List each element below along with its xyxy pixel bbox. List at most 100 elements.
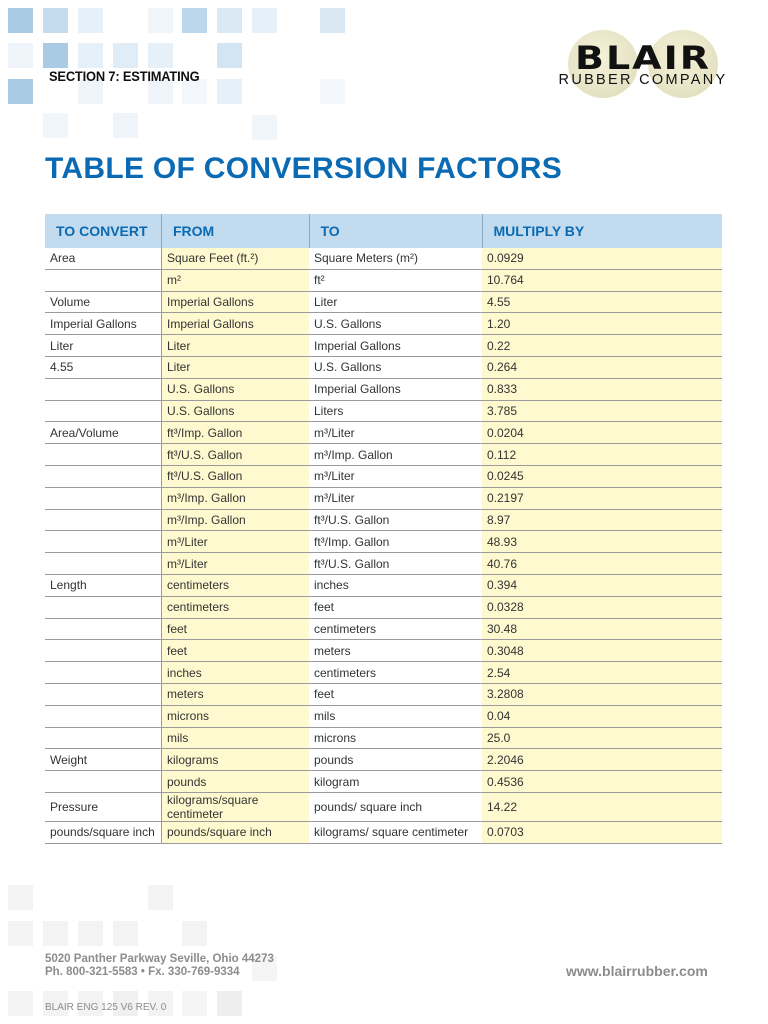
table-row: microns mils 0.04 (45, 705, 722, 728)
cell-multiply-by: 2.54 (482, 661, 722, 684)
cell-multiply-by: 25.0 (482, 727, 722, 750)
cell-from: centimeters (161, 574, 309, 597)
cell-multiply-by: 2.2046 (482, 748, 722, 772)
cell-to-convert (45, 530, 162, 554)
table-row: feet centimeters 30.48 (45, 618, 722, 641)
cell-from: Liter (161, 356, 309, 379)
cell-to: kilogram (309, 770, 482, 793)
cell-to-convert (45, 727, 162, 750)
column-header-multiply-by: MULTIPLY BY (481, 214, 722, 248)
cell-from: m³/Liter (161, 530, 309, 554)
cell-to-convert: 4.55 (45, 356, 162, 379)
page-title: TABLE OF CONVERSION FACTORS (45, 152, 563, 185)
cell-to-convert: Area (45, 248, 162, 270)
cell-from: m² (161, 269, 309, 292)
footer-website-link[interactable]: www.blairrubber.com (566, 963, 708, 979)
table-row: Area Square Feet (ft.²) Square Meters (m²)… (45, 248, 722, 270)
cell-multiply-by: 3.2808 (482, 683, 722, 706)
cell-to-convert (45, 378, 162, 401)
cell-to: Imperial Gallons (309, 378, 482, 401)
cell-multiply-by: 0.04 (482, 705, 722, 728)
table-row: U.S. Gallons Liters 3.785 (45, 400, 722, 423)
globe-icon (568, 30, 638, 98)
cell-to: centimeters (309, 661, 482, 684)
cell-to: m³/Liter (309, 487, 482, 510)
cell-to-convert (45, 400, 162, 423)
cell-multiply-by: 30.48 (482, 618, 722, 641)
cell-to: meters (309, 639, 482, 663)
cell-multiply-by: 0.833 (482, 378, 722, 401)
cell-from: m³/Imp. Gallon (161, 509, 309, 532)
table-row: centimeters feet 0.0328 (45, 596, 722, 619)
table-row: m³/Liter ft³/Imp. Gallon 48.93 (45, 530, 722, 554)
footer-contact: 5020 Panther Parkway Seville, Ohio 44273… (45, 953, 274, 979)
cell-to-convert: Volume (45, 291, 162, 314)
cell-from: U.S. Gallons (161, 400, 309, 423)
cell-from: Square Feet (ft.²) (161, 248, 309, 270)
cell-to: microns (309, 727, 482, 750)
logo-subtitle: RUBBER COMPANY (558, 72, 728, 88)
cell-to: m³/Liter (309, 421, 482, 445)
table-row: Length centimeters inches 0.394 (45, 574, 722, 597)
cell-from: m³/Liter (161, 552, 309, 575)
table-row: pounds kilogram 0.4536 (45, 770, 722, 793)
table-row: feet meters 0.3048 (45, 639, 722, 663)
footer-address: 5020 Panther Parkway Seville, Ohio 44273 (45, 953, 274, 965)
cell-multiply-by: 0.2197 (482, 487, 722, 510)
cell-to-convert (45, 770, 162, 793)
cell-from: Imperial Gallons (161, 312, 309, 336)
cell-to: U.S. Gallons (309, 312, 482, 336)
globe-icon (648, 30, 718, 98)
cell-from: meters (161, 683, 309, 706)
cell-to: ft³/Imp. Gallon (309, 530, 482, 554)
cell-multiply-by: 3.785 (482, 400, 722, 423)
footer-phone: Ph. 800-321-5583 • Fx. 330-769-9334 (45, 966, 240, 978)
cell-multiply-by: 4.55 (482, 291, 722, 314)
cell-multiply-by: 48.93 (482, 530, 722, 554)
cell-to: pounds/ square inch (309, 792, 482, 822)
cell-from: Imperial Gallons (161, 291, 309, 314)
cell-to: m³/Liter (309, 465, 482, 488)
cell-multiply-by: 0.0204 (482, 421, 722, 445)
cell-multiply-by: 0.0929 (482, 248, 722, 270)
cell-to-convert: Imperial Gallons (45, 312, 162, 336)
cell-to-convert (45, 509, 162, 532)
cell-from: ft³/U.S. Gallon (161, 443, 309, 466)
cell-from: mils (161, 727, 309, 750)
table-row: m³/Imp. Gallon m³/Liter 0.2197 (45, 487, 722, 510)
table-row: Liter Liter Imperial Gallons 0.22 (45, 334, 722, 357)
cell-multiply-by: 0.264 (482, 356, 722, 379)
column-header-to-convert: TO CONVERT (45, 214, 162, 248)
cell-to-convert: Weight (45, 748, 162, 772)
cell-to-convert: Pressure (45, 792, 162, 822)
cell-to: Imperial Gallons (309, 334, 482, 357)
table-row: U.S. Gallons Imperial Gallons 0.833 (45, 378, 722, 401)
cell-to: ft³/U.S. Gallon (309, 552, 482, 575)
column-header-from: FROM (161, 214, 309, 248)
cell-from: inches (161, 661, 309, 684)
cell-to-convert (45, 465, 162, 488)
cell-to-convert (45, 552, 162, 575)
cell-from: feet (161, 618, 309, 641)
cell-to-convert (45, 487, 162, 510)
cell-multiply-by: 0.0703 (482, 821, 722, 844)
table-row: inches centimeters 2.54 (45, 661, 722, 684)
cell-from: kilograms (161, 748, 309, 772)
cell-multiply-by: 8.97 (482, 509, 722, 532)
cell-to: U.S. Gallons (309, 356, 482, 379)
cell-to: feet (309, 596, 482, 619)
cell-multiply-by: 0.3048 (482, 639, 722, 663)
cell-from: Liter (161, 334, 309, 357)
cell-to: mils (309, 705, 482, 728)
cell-from: ft³/U.S. Gallon (161, 465, 309, 488)
table-row: pounds/square inch pounds/square inch kilo… (45, 821, 722, 844)
cell-from: centimeters (161, 596, 309, 619)
cell-from: feet (161, 639, 309, 663)
cell-to-convert: Area/Volume (45, 421, 162, 445)
cell-from: ft³/Imp. Gallon (161, 421, 309, 445)
cell-from: U.S. Gallons (161, 378, 309, 401)
table-header-row: TO CONVERT FROM TO MULTIPLY BY (45, 214, 722, 248)
cell-to-convert: Length (45, 574, 162, 597)
cell-to: m³/Imp. Gallon (309, 443, 482, 466)
cell-to-convert (45, 705, 162, 728)
